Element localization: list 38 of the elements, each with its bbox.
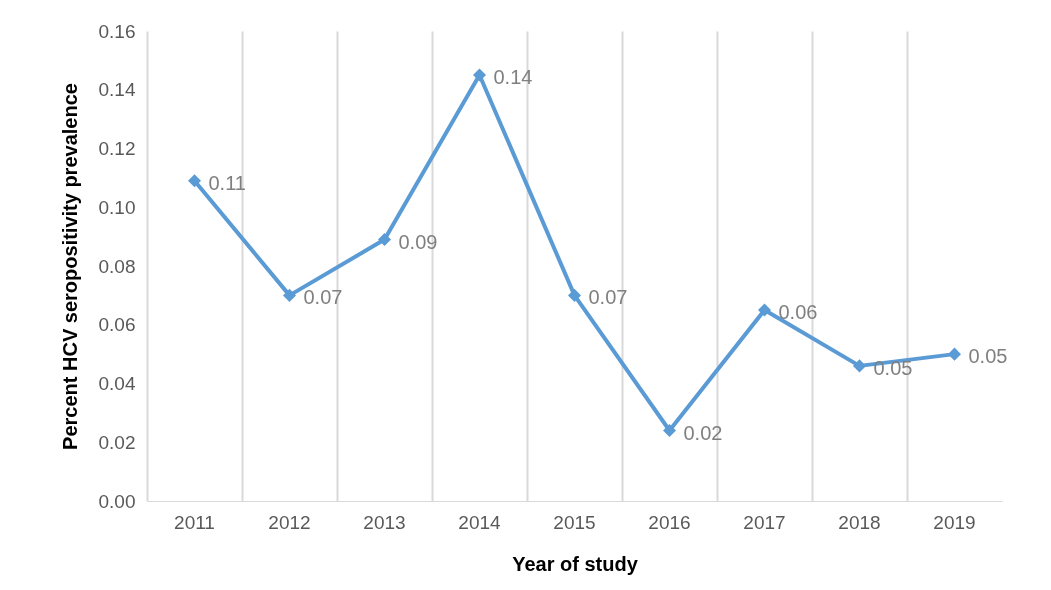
x-tick-label: 2012	[268, 511, 311, 533]
data-label: 0.05	[968, 345, 1008, 368]
x-tick-label: 2016	[648, 511, 691, 533]
data-label: 0.06	[778, 301, 818, 324]
y-tick-label: 0.16	[98, 20, 136, 42]
data-label: 0.11	[208, 171, 246, 194]
y-tick-label: 0.10	[98, 196, 136, 218]
y-tick-label: 0.08	[98, 255, 136, 277]
y-axis-title: Percent HCV seropositivity prevalence	[58, 83, 81, 450]
data-label: 0.07	[588, 286, 628, 309]
x-tick-label: 2013	[363, 511, 406, 533]
point	[282, 288, 297, 302]
x-axis-title: Year of study	[512, 552, 639, 575]
y-tick-label: 0.14	[98, 79, 136, 101]
data-label: 0.05	[873, 356, 913, 379]
point	[377, 233, 392, 247]
y-tick-label: 0.02	[98, 431, 136, 453]
x-tick-label: 2014	[458, 511, 502, 533]
x-tick-label: 2015	[553, 511, 596, 533]
data-label: 0.14	[493, 66, 533, 89]
x-tick-label: 2017	[743, 511, 786, 533]
point	[757, 303, 772, 317]
point	[567, 288, 582, 302]
point	[852, 359, 867, 373]
data-label: 0.07	[303, 286, 343, 309]
point	[662, 423, 677, 438]
y-tick-label: 0.06	[98, 314, 136, 336]
point	[472, 68, 487, 82]
y-tick-label: 0.12	[98, 138, 136, 159]
data-label: 0.09	[398, 230, 438, 253]
point	[947, 347, 962, 361]
point	[187, 174, 202, 188]
data-label: 0.02	[683, 421, 723, 444]
y-tick-label: 0.04	[98, 373, 136, 394]
x-tick-label: 2018	[838, 511, 881, 533]
x-tick-label: 2019	[933, 511, 976, 533]
x-tick-label: 2011	[174, 511, 215, 533]
y-tick-label: 0.00	[98, 490, 136, 512]
